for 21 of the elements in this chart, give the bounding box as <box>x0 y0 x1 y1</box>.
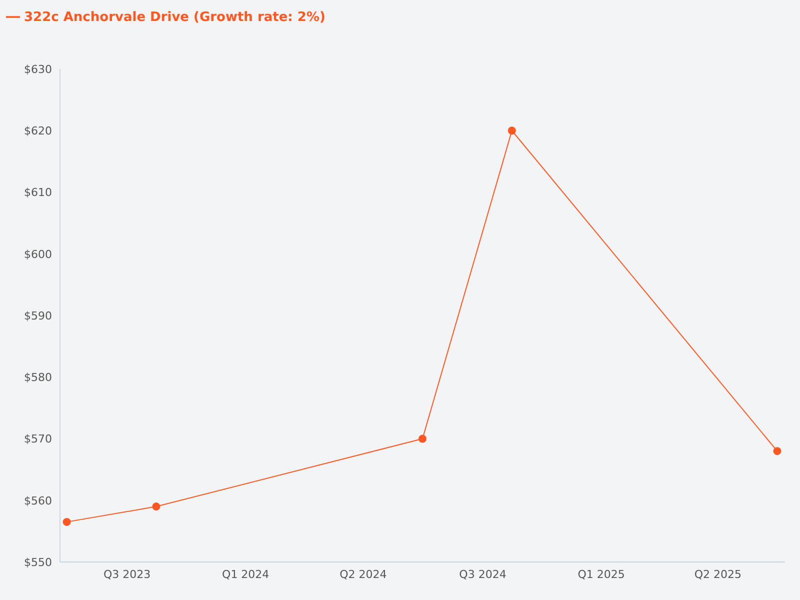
x-tick-label: Q1 2024 <box>222 568 270 581</box>
x-tick-label: Q2 2025 <box>694 568 742 581</box>
point <box>508 126 516 135</box>
y-tick-label: $620 <box>24 124 52 138</box>
y-tick-label: $600 <box>24 248 52 261</box>
x-tick-label: Q1 2025 <box>578 568 625 581</box>
y-tick-label: $560 <box>24 494 52 508</box>
x-tick-label: Q3 2024 <box>459 568 506 581</box>
legend-label: 322c Anchorvale Drive (Growth rate: 2%) <box>24 10 326 25</box>
point <box>152 502 160 511</box>
y-tick-label: $580 <box>24 371 52 384</box>
point <box>773 447 782 456</box>
y-tick-label: $550 <box>24 556 52 569</box>
y-tick-label: $630 <box>24 62 52 76</box>
point <box>418 434 426 443</box>
y-tick-label: $570 <box>24 432 52 446</box>
y-tick-label: $610 <box>24 186 52 200</box>
x-tick-label: Q2 2024 <box>340 568 387 581</box>
point <box>62 518 71 526</box>
y-tick-label: $590 <box>24 309 52 322</box>
x-tick-label: Q3 2023 <box>103 568 151 581</box>
